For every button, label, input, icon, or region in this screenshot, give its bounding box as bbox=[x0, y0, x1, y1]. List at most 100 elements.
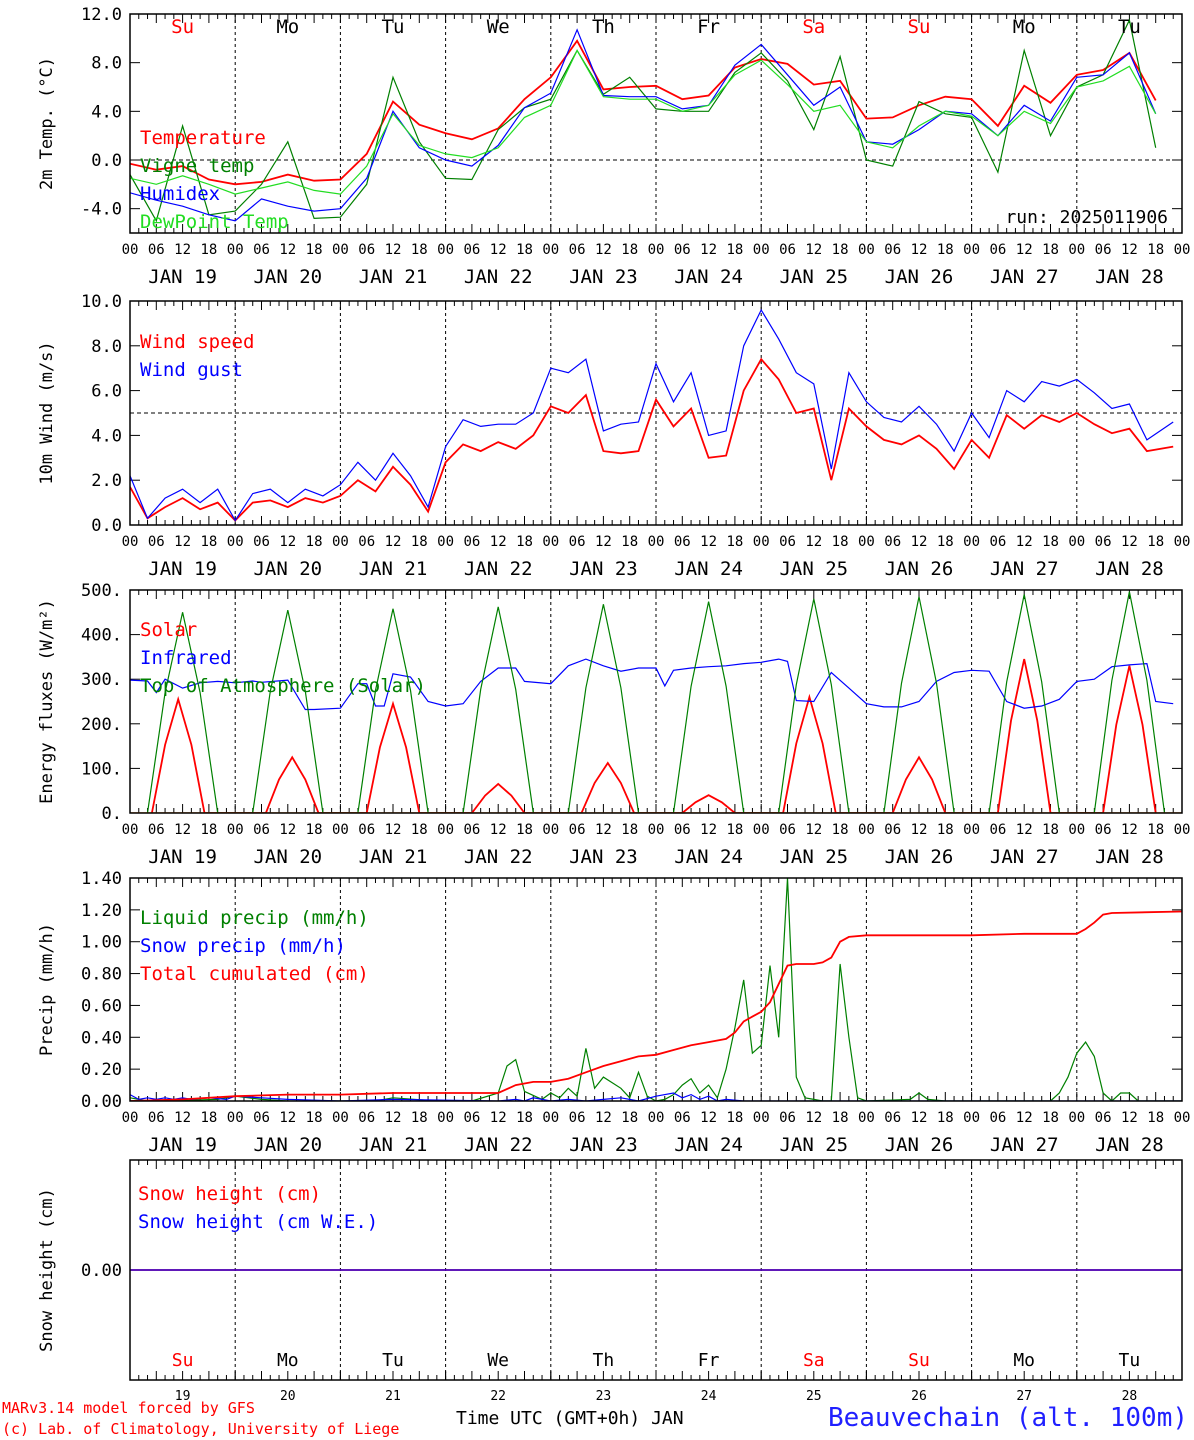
hour-label: 00 bbox=[753, 1110, 770, 1126]
hour-label: 12 bbox=[174, 1110, 191, 1126]
y-axis-label: Snow height (cm) bbox=[37, 1188, 57, 1352]
hour-label: 12 bbox=[595, 534, 612, 550]
y-tick-label: 1.00 bbox=[81, 933, 122, 953]
legend-entry: Top of Atmosphere (Solar) bbox=[140, 675, 426, 697]
day-name: Tu bbox=[1118, 16, 1141, 38]
y-tick-label: 100. bbox=[81, 759, 122, 779]
date-label: JAN 21 bbox=[359, 266, 428, 288]
hour-label: 00 bbox=[858, 822, 875, 838]
legend-entry: Humidex bbox=[140, 183, 220, 205]
hour-label: 00 bbox=[648, 1110, 665, 1126]
hour-label: 18 bbox=[726, 242, 743, 258]
day-name: We bbox=[487, 1350, 509, 1371]
date-label: JAN 26 bbox=[885, 558, 954, 580]
hour-label: 06 bbox=[989, 534, 1006, 550]
series-line-temperature bbox=[130, 39, 1157, 186]
date-label: JAN 21 bbox=[359, 1134, 428, 1156]
hour-label: 06 bbox=[779, 1110, 796, 1126]
hour-label: 18 bbox=[621, 242, 638, 258]
day-number: 27 bbox=[1016, 1389, 1032, 1404]
plot-frame bbox=[129, 300, 1183, 526]
hour-label: 00 bbox=[227, 822, 244, 838]
hour-label: 12 bbox=[595, 242, 612, 258]
hour-label: 18 bbox=[1147, 822, 1164, 838]
series-line-infrared bbox=[130, 658, 1174, 711]
hour-label: 18 bbox=[306, 822, 323, 838]
hour-label: 06 bbox=[253, 534, 270, 550]
hour-label: 12 bbox=[700, 1110, 717, 1126]
hour-label: 12 bbox=[385, 534, 402, 550]
y-tick-label: 0.00 bbox=[81, 1261, 122, 1281]
panel-precip: 0.00 0.20 0.40 0.60 0.80 1.00 1.20 1.40 Precip (… bbox=[37, 869, 1190, 1156]
hour-label: 06 bbox=[569, 242, 586, 258]
hour-label: 18 bbox=[411, 242, 428, 258]
hour-label: 00 bbox=[858, 242, 875, 258]
hour-label: 00 bbox=[542, 1110, 559, 1126]
hour-label: 18 bbox=[937, 822, 954, 838]
hour-label: 00 bbox=[1174, 1110, 1191, 1126]
hour-label: 12 bbox=[174, 534, 191, 550]
time-axis-title: Time UTC (GMT+0h) JAN bbox=[456, 1408, 684, 1429]
hour-label: 18 bbox=[832, 822, 849, 838]
series-line-top-of-atmosphere-solar- bbox=[146, 591, 1166, 813]
date-label: JAN 27 bbox=[990, 846, 1059, 868]
series-line-snow-precip-mm-h- bbox=[130, 1092, 1182, 1101]
hour-label: 18 bbox=[621, 822, 638, 838]
hour-label: 00 bbox=[227, 534, 244, 550]
hour-label: 18 bbox=[200, 1110, 217, 1126]
hour-label: 12 bbox=[805, 1110, 822, 1126]
panel-wind: 0.0 2.0 4.0 6.0 8.0 10.0 10m Wind (m/s) Wind sp… bbox=[37, 292, 1190, 580]
day-name: Su bbox=[908, 1350, 930, 1371]
y-axis-label: 2m Temp. (°C) bbox=[37, 57, 57, 190]
hour-label: 12 bbox=[805, 822, 822, 838]
day-name: Su bbox=[171, 16, 194, 38]
hour-label: 06 bbox=[253, 242, 270, 258]
hour-label: 12 bbox=[595, 1110, 612, 1126]
hour-label: 18 bbox=[937, 534, 954, 550]
hour-label: 00 bbox=[648, 242, 665, 258]
hour-label: 18 bbox=[621, 1110, 638, 1126]
hour-label: 06 bbox=[779, 534, 796, 550]
y-axis-label: Energy fluxes (W/m²) bbox=[37, 599, 57, 804]
hour-label: 18 bbox=[306, 534, 323, 550]
series-line-solar bbox=[151, 658, 1157, 813]
hour-label: 18 bbox=[306, 1110, 323, 1126]
date-label: JAN 24 bbox=[674, 1134, 743, 1156]
series-line-total-cumulated-cm- bbox=[130, 910, 1182, 1101]
hour-label: 12 bbox=[385, 1110, 402, 1126]
hour-label: 12 bbox=[595, 822, 612, 838]
hour-label: 12 bbox=[1016, 534, 1033, 550]
date-label: JAN 24 bbox=[674, 266, 743, 288]
day-name: Sa bbox=[803, 1350, 825, 1371]
hour-label: 12 bbox=[279, 242, 296, 258]
y-tick-label: 0.0 bbox=[91, 151, 122, 171]
y-axis-label: 10m Wind (m/s) bbox=[37, 341, 57, 484]
hour-label: 06 bbox=[253, 1110, 270, 1126]
date-label: JAN 28 bbox=[1095, 558, 1164, 580]
hour-label: 06 bbox=[779, 242, 796, 258]
hour-label: 12 bbox=[1016, 1110, 1033, 1126]
y-tick-label: 8.0 bbox=[91, 54, 122, 74]
hour-label: 00 bbox=[1068, 1110, 1085, 1126]
day-number: 22 bbox=[490, 1389, 506, 1404]
hour-label: 00 bbox=[963, 1110, 980, 1126]
date-label: JAN 20 bbox=[253, 846, 322, 868]
series-group bbox=[130, 591, 1182, 813]
y-tick-label: 400. bbox=[81, 626, 122, 646]
hour-label: 00 bbox=[753, 822, 770, 838]
hour-label: 12 bbox=[279, 534, 296, 550]
hour-label: 12 bbox=[805, 534, 822, 550]
legend-entry: Total cumulated (cm) bbox=[140, 963, 369, 985]
run-label: run: 2025011906 bbox=[1005, 207, 1168, 228]
y-tick-label: -4.0 bbox=[81, 200, 122, 220]
y-tick-label: 0. bbox=[102, 804, 122, 824]
y-tick-label: 2.0 bbox=[91, 471, 122, 491]
hour-label: 06 bbox=[569, 534, 586, 550]
y-tick-label: 0.60 bbox=[81, 996, 122, 1016]
y-tick-label: 12.0 bbox=[81, 5, 122, 25]
hour-label: 18 bbox=[1147, 1110, 1164, 1126]
hour-label: 00 bbox=[1068, 534, 1085, 550]
date-label: JAN 27 bbox=[990, 266, 1059, 288]
panels: -4.0 0.0 4.0 8.0 12.0 2m Temp. (°C) Temperatur… bbox=[37, 5, 1190, 1404]
